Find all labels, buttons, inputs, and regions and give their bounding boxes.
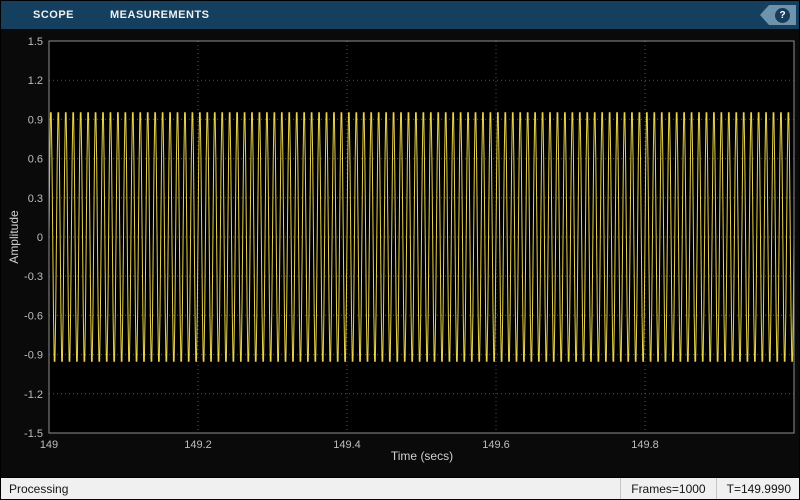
x-tick-label: 149.4 <box>333 439 361 451</box>
waveform-line <box>48 112 795 362</box>
y-tick-label: -1.5 <box>24 428 43 440</box>
y-tick-label: 0.6 <box>28 154 43 166</box>
y-tick-label: 1.2 <box>28 75 43 87</box>
y-tick-label: -0.3 <box>24 271 43 283</box>
x-tick-label: 149.2 <box>184 439 212 451</box>
toolbar: SCOPE MEASUREMENTS ? <box>1 1 799 29</box>
plot-region: 1.5 1.2 0.9 0.6 0.3 0 -0.3 -0.6 -0.9 -1.2 -1.5 149 1… <box>1 29 799 479</box>
y-tick-label: 0 <box>37 232 43 244</box>
y-tick-label: 1.5 <box>28 36 43 48</box>
x-tick-label: 149.8 <box>631 439 659 451</box>
axes-border <box>48 40 795 434</box>
help-icon: ? <box>775 7 790 23</box>
y-tick-label: 0.3 <box>28 193 43 205</box>
status-time: T=149.9990 <box>715 478 799 499</box>
x-tick-label: 149 <box>40 439 58 451</box>
y-tick-label: -0.9 <box>24 350 43 362</box>
x-tick-label: 149.6 <box>482 439 510 451</box>
tab-measurements[interactable]: MEASUREMENTS <box>110 9 210 21</box>
status-processing: Processing <box>9 481 69 496</box>
x-axis-label: Time (secs) <box>390 449 454 463</box>
y-axis-label: Amplitude <box>7 210 21 264</box>
y-tick-label: 0.9 <box>28 114 43 126</box>
help-button[interactable]: ? <box>760 5 796 25</box>
status-frames: Frames=1000 <box>620 478 715 499</box>
y-tick-label: -0.6 <box>24 310 43 322</box>
help-glyph: ? <box>779 9 786 21</box>
status-bar: Processing Frames=1000 T=149.9990 <box>1 477 799 499</box>
y-tick-label: -1.2 <box>24 389 43 401</box>
tab-scope[interactable]: SCOPE <box>33 9 75 21</box>
